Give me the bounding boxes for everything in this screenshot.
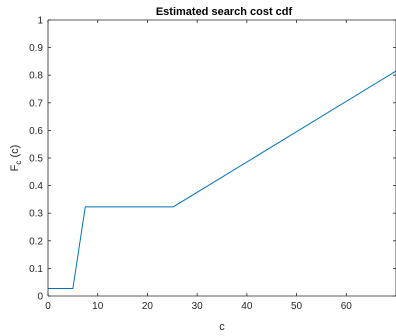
y-axis-label-suffix: (c) [9, 145, 21, 161]
x-tick-label: 60 [341, 301, 353, 312]
y-tick-label: 0.3 [29, 209, 43, 220]
x-tick-label: 10 [92, 301, 104, 312]
y-axis-label: Fc (c) [9, 145, 23, 172]
cdf-series-line [48, 70, 396, 290]
x-tick-label: 20 [142, 301, 154, 312]
y-tick-label: 0.4 [29, 181, 43, 192]
y-tick-label: 0.2 [29, 236, 43, 247]
y-tick-label: 0.7 [29, 98, 43, 109]
x-tick-label: 50 [291, 301, 303, 312]
series-layer [48, 70, 396, 290]
y-tick-label: 0 [37, 292, 43, 303]
y-axis-label-subscript: c [14, 161, 23, 165]
x-tick-label: 40 [241, 301, 253, 312]
y-tick-label: 0.6 [29, 126, 43, 137]
y-tick-label: 0.1 [29, 264, 43, 275]
x-axis-label: c [219, 321, 225, 333]
y-axis-label-main: F [9, 164, 21, 171]
y-tick-label: 0.5 [29, 154, 43, 165]
plot-area [48, 20, 396, 296]
y-tick-label: 0.9 [29, 43, 43, 54]
x-tick-label: 30 [192, 301, 204, 312]
y-tick-label: 1 [37, 16, 43, 27]
x-tick-label: 0 [45, 301, 51, 312]
y-tick-label: 0.8 [29, 71, 43, 82]
chart-title: Estimated search cost cdf [156, 6, 293, 18]
